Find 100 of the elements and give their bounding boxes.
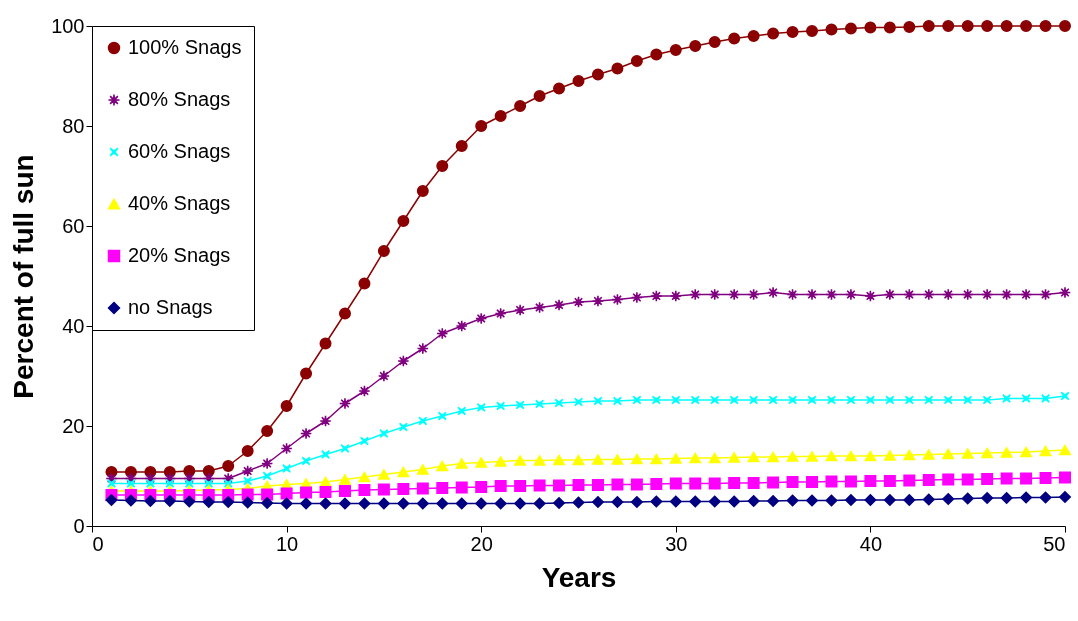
point [358,484,371,496]
point [241,445,254,457]
point [1000,492,1013,504]
point [535,399,545,409]
x-tick-label: 20 [470,532,493,555]
point [358,471,371,483]
point [514,100,527,112]
point [437,411,447,421]
point [416,185,429,197]
point [475,481,488,493]
point [183,495,196,508]
point [416,482,429,495]
point [416,464,429,475]
point [455,140,468,152]
point [377,370,390,382]
point [397,215,410,227]
point [669,453,682,464]
point [767,451,780,463]
point [593,396,603,406]
y-tick-label: 80 [62,114,85,137]
point [864,475,877,487]
point [963,395,973,405]
point [689,40,702,52]
point [494,497,507,510]
point [1000,20,1013,32]
point [669,44,682,56]
point [767,476,780,489]
point [961,20,974,32]
point [844,494,857,506]
point [397,466,410,478]
point [630,453,643,465]
point [943,395,953,405]
point [689,495,702,508]
point [768,395,778,405]
point [669,477,682,490]
point [418,416,428,426]
point [1020,491,1033,504]
point [806,25,819,37]
point [455,320,468,332]
point [961,473,974,486]
point [514,455,527,466]
point [241,496,254,509]
point [883,21,896,34]
point [475,497,488,510]
point [903,449,916,461]
point [126,479,136,488]
point [398,422,408,432]
point [476,403,486,412]
point [591,496,604,508]
point [786,451,799,462]
point [844,475,857,488]
point [591,295,604,307]
point [1020,472,1033,485]
x-tick-label: 40 [859,532,883,555]
point [165,479,175,488]
point [202,496,215,508]
point [981,20,994,32]
point [961,492,974,505]
point [436,497,449,510]
point [144,495,157,507]
x-tick-label: 50 [1043,532,1066,555]
y-tick-label: 40 [62,314,85,337]
point [650,478,663,490]
point [397,483,410,495]
point [1059,471,1071,484]
point [533,497,546,510]
point [222,460,235,472]
point [475,120,488,132]
point [671,395,681,405]
point [846,395,856,405]
point [358,497,371,510]
point [922,20,935,32]
point [1020,20,1033,32]
point [903,21,916,33]
point [883,494,896,506]
point [612,396,622,406]
point [280,487,293,500]
point [358,277,371,290]
point [651,395,661,405]
point [611,454,624,465]
point [747,30,760,42]
legend-label: 20% Snags [128,244,231,266]
point [825,494,838,507]
point [319,497,332,510]
y-tick-label: 60 [62,214,85,237]
point [416,497,429,510]
point [903,494,916,506]
point [553,454,566,466]
legend-label: 80% Snags [128,88,231,110]
point [922,449,935,460]
point [514,480,527,492]
point [124,494,137,507]
y-tick-label: 20 [62,414,85,437]
point [1041,394,1050,403]
point [457,406,467,416]
point [669,290,682,302]
point [611,496,624,508]
point [708,36,721,48]
point [319,486,332,498]
point [865,395,875,405]
